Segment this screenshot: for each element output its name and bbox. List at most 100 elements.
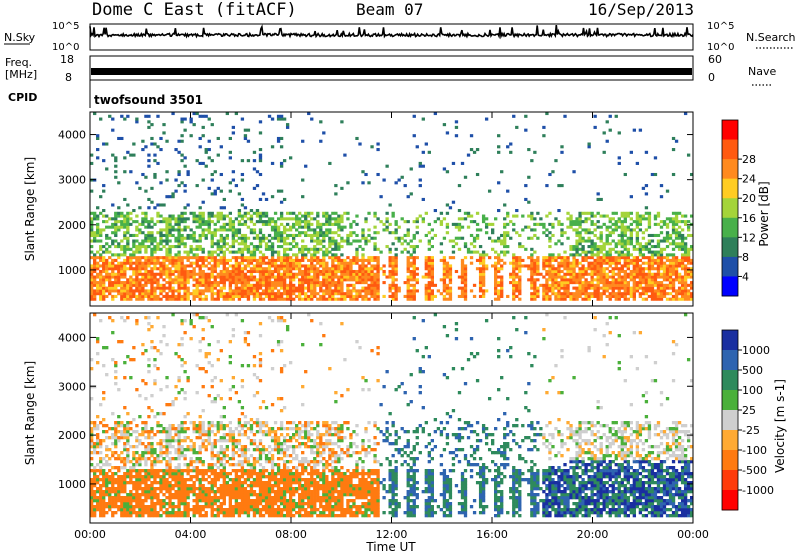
- power-cell: [135, 225, 139, 229]
- power-cell: [497, 145, 501, 149]
- power-cell: [171, 294, 175, 298]
- power-cell: [340, 269, 344, 274]
- power-cell: [340, 275, 344, 279]
- power-cell: [478, 258, 483, 262]
- power-cell: [665, 258, 670, 262]
- power-cell: [674, 261, 679, 265]
- power-cell: [225, 247, 229, 251]
- velocity-cell: [132, 346, 136, 350]
- power-cell: [620, 269, 624, 274]
- power-cell: [512, 267, 516, 271]
- power-cell: [689, 269, 694, 274]
- power-cell: [497, 134, 501, 138]
- power-cell: [638, 242, 643, 246]
- velocity-cell: [141, 514, 145, 518]
- velocity-cell: [90, 505, 94, 509]
- power-ytick-label-1: 2000: [58, 219, 86, 232]
- power-cell: [340, 281, 344, 285]
- power-cell: [599, 275, 603, 279]
- power-cell: [484, 225, 489, 229]
- velocity-cell: [132, 475, 136, 479]
- power-cell: [680, 292, 685, 296]
- power-cell: [463, 256, 468, 260]
- power-cell: [177, 184, 181, 188]
- power-cell: [334, 281, 338, 285]
- power-cell: [204, 294, 208, 298]
- power-cell: [632, 267, 637, 271]
- power-cell: [228, 292, 232, 296]
- power-cell: [584, 294, 588, 298]
- power-cell: [611, 261, 615, 265]
- power-cell: [225, 242, 229, 246]
- power-cell: [361, 236, 365, 240]
- power-cell: [90, 233, 94, 238]
- power-cell: [560, 286, 564, 290]
- power-cell: [391, 278, 395, 282]
- power-cell: [231, 125, 236, 129]
- power-cell: [162, 131, 166, 135]
- velocity-cell: [159, 424, 163, 428]
- power-cell: [394, 258, 398, 262]
- power-cell: [545, 258, 549, 262]
- power-cell: [494, 278, 498, 282]
- power-cell: [325, 228, 329, 232]
- power-cell: [120, 214, 124, 218]
- power-cell: [249, 209, 254, 213]
- power-cell: [644, 286, 649, 290]
- power-cell: [322, 233, 326, 238]
- power-cell: [183, 264, 187, 268]
- power-cell: [361, 289, 365, 293]
- power-cell: [93, 283, 97, 287]
- power-cell: [234, 292, 239, 296]
- power-cell: [174, 269, 178, 274]
- velocity-cell: [120, 511, 124, 515]
- power-cell: [99, 228, 103, 232]
- power-cell: [150, 281, 154, 285]
- power-cell: [575, 278, 579, 282]
- power-cell: [243, 236, 248, 240]
- power-cell: [114, 175, 118, 179]
- power-cell: [566, 283, 570, 287]
- power-cell: [364, 269, 368, 274]
- power-cell: [301, 289, 305, 293]
- power-cell: [201, 278, 205, 282]
- power-cell: [626, 211, 630, 215]
- velocity-cell: [150, 496, 154, 500]
- power-cell: [665, 275, 670, 279]
- velocity-cell: [120, 433, 124, 437]
- power-cell: [171, 281, 175, 285]
- velocity-cell: [120, 484, 124, 488]
- power-cell: [111, 275, 115, 279]
- velocity-cell: [126, 421, 130, 425]
- power-cell: [322, 283, 326, 287]
- power-cell: [192, 292, 196, 296]
- power-cell: [301, 269, 305, 274]
- power-cell: [638, 228, 643, 232]
- power-cell: [168, 214, 172, 218]
- velocity-cell: [126, 499, 130, 503]
- power-cell: [457, 228, 462, 232]
- power-cell: [153, 294, 157, 298]
- power-cell: [683, 281, 688, 285]
- power-cell: [451, 250, 456, 254]
- power-cell: [674, 233, 679, 238]
- power-cell: [629, 258, 633, 262]
- power-cell: [135, 228, 139, 232]
- power-cell: [614, 281, 618, 285]
- power-cell: [364, 220, 368, 224]
- velocity-cell: [135, 475, 139, 479]
- power-cell: [138, 245, 142, 249]
- power-cell: [599, 197, 603, 201]
- power-cell: [120, 114, 124, 118]
- power-cell: [581, 258, 585, 262]
- power-cell: [497, 261, 501, 265]
- power-cell: [545, 261, 549, 265]
- nsky-panel: N.Sky 10^5 10^0 10^5 10^0 N.Search: [4, 21, 796, 53]
- power-cell: [391, 269, 395, 274]
- power-cell: [515, 283, 519, 287]
- power-cell: [222, 272, 226, 276]
- power-cell: [147, 236, 151, 240]
- power-cell: [566, 269, 570, 274]
- power-cell: [225, 112, 229, 116]
- power-cell: [557, 286, 561, 290]
